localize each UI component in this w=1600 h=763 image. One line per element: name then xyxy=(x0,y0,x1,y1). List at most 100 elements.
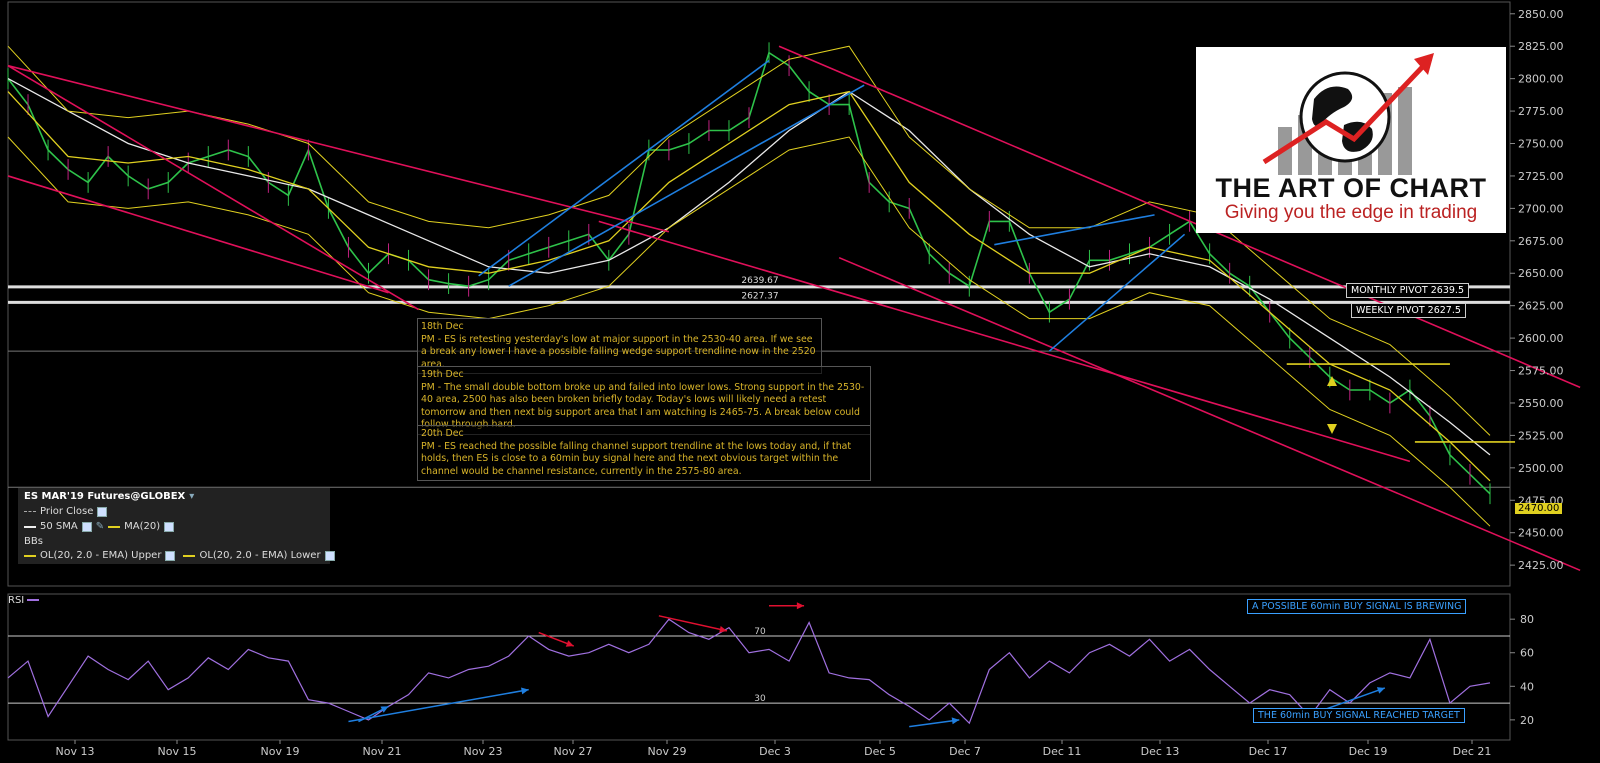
price-y-tick-label: 2825.00 xyxy=(1518,40,1564,53)
lower-band-label: OL(20, 2.0 - EMA) Lower xyxy=(199,550,321,561)
note-text: PM - The small double bottom broke up an… xyxy=(421,381,865,431)
series-line-sma50 xyxy=(7,78,1491,456)
note-text: PM - ES reached the possible falling cha… xyxy=(421,440,852,477)
price-y-tick-label: 2450.00 xyxy=(1518,527,1564,540)
upper-band-checkbox[interactable] xyxy=(165,550,176,561)
rsi-line xyxy=(7,618,1491,725)
price-panel-frame xyxy=(7,1,1511,587)
globe-growth-logo-icon xyxy=(1262,53,1434,175)
x-tick-label: Dec 5 xyxy=(864,745,896,758)
rsi-level-label: 30 xyxy=(754,694,766,704)
sma-checkbox[interactable] xyxy=(81,521,92,532)
legend-sma: 50 SMA ✎ MA(20) xyxy=(24,521,175,532)
price-y-tick-label: 2675.00 xyxy=(1518,235,1564,248)
price-y-tick-label: 2850.00 xyxy=(1518,8,1564,21)
rsi-signal-arrowhead xyxy=(380,706,389,713)
trendline xyxy=(7,64,419,311)
upper-band-line xyxy=(7,45,1491,436)
price-y-tick-label: 2425.00 xyxy=(1518,559,1564,572)
note-text: PM - ES is retesting yesterday's low at … xyxy=(421,333,816,370)
sma-label: 50 SMA xyxy=(40,521,78,532)
ma-checkbox[interactable] xyxy=(164,521,175,532)
rsi-label-top: A POSSIBLE 60min BUY SIGNAL IS BREWING xyxy=(1247,599,1467,614)
x-tick-label: Dec 3 xyxy=(759,745,791,758)
lower-band-checkbox[interactable] xyxy=(324,550,335,561)
rsi-y-tick-label: 20 xyxy=(1520,714,1534,727)
legend-prior-close: Prior Close xyxy=(24,506,108,517)
note-20-dec: 20th Dec PM - ES reached the possible fa… xyxy=(417,425,871,482)
price-y-tick-label: 2500.00 xyxy=(1518,462,1564,475)
price-y-tick-label: 2725.00 xyxy=(1518,170,1564,183)
rsi-signal-arrowhead xyxy=(796,602,805,610)
rsi-y-tick-label: 60 xyxy=(1520,647,1534,660)
rsi-label-bottom: THE 60min BUY SIGNAL REACHED TARGET xyxy=(1253,708,1465,723)
legend-bands: OL(20, 2.0 - EMA) Upper OL(20, 2.0 - EMA… xyxy=(24,550,335,561)
rsi-signal-arrowhead xyxy=(565,640,574,647)
trendline xyxy=(1048,233,1186,352)
chart-legend: ES MAR'19 Futures@GLOBEX ▾ Prior Close 5… xyxy=(18,488,335,564)
x-tick-label: Dec 7 xyxy=(949,745,981,758)
prior-close-label: Prior Close xyxy=(40,506,94,517)
price-y-tick-label: 2575.00 xyxy=(1518,365,1564,378)
rsi-signal-arrowhead xyxy=(951,717,960,725)
price-y-tick-label: 2600.00 xyxy=(1518,332,1564,345)
price-y-tick-label: 2700.00 xyxy=(1518,202,1564,215)
level-value-label: 2627.37 xyxy=(741,291,778,301)
rsi-title: RSI xyxy=(8,595,25,606)
x-tick-label: Dec 17 xyxy=(1249,745,1288,758)
lower-band-line xyxy=(7,136,1491,527)
trendline xyxy=(7,64,670,233)
trendline xyxy=(778,45,1581,389)
rsi-swatch-icon xyxy=(27,599,40,601)
note-date: 19th Dec xyxy=(421,369,464,380)
legend-symbol: ES MAR'19 Futures@GLOBEX ▾ xyxy=(24,491,194,502)
rsi-y-tick-label: 40 xyxy=(1520,680,1534,693)
trendline xyxy=(994,214,1155,246)
trendline xyxy=(508,84,865,287)
ma-label: MA(20) xyxy=(124,521,161,532)
note-date: 18th Dec xyxy=(421,321,464,332)
x-tick-label: Nov 23 xyxy=(464,745,503,758)
rsi-title-row: RSI xyxy=(8,595,40,606)
current-price-label: 2470.00 xyxy=(1515,503,1563,514)
rsi-signal-line xyxy=(909,719,960,728)
x-tick-label: Nov 15 xyxy=(158,745,197,758)
trendline xyxy=(478,59,770,277)
price-y-tick-label: 2775.00 xyxy=(1518,105,1564,118)
bbs-label: BBs xyxy=(24,536,43,547)
monthly-pivot-tag: MONTHLY PIVOT 2639.5 xyxy=(1346,283,1469,298)
price-y-tick-label: 2525.00 xyxy=(1518,429,1564,442)
note-19-dec: 19th Dec PM - The small double bottom br… xyxy=(417,366,871,435)
x-tick-label: Dec 13 xyxy=(1141,745,1180,758)
prior-close-checkbox[interactable] xyxy=(97,506,108,517)
price-y-tick-label: 2625.00 xyxy=(1518,300,1564,313)
rsi-y-tick-label: 80 xyxy=(1520,613,1534,626)
x-tick-label: Dec 21 xyxy=(1453,745,1492,758)
x-tick-label: Nov 27 xyxy=(554,745,593,758)
x-tick-label: Nov 19 xyxy=(261,745,300,758)
trendline xyxy=(7,175,389,294)
rsi-signal-arrowhead xyxy=(719,625,727,633)
trendline xyxy=(838,256,1581,572)
rsi-panel-frame xyxy=(7,593,1511,741)
symbol-label: ES MAR'19 Futures@GLOBEX xyxy=(24,491,186,502)
price-y-tick-label: 2650.00 xyxy=(1518,267,1564,280)
x-tick-label: Nov 13 xyxy=(56,745,95,758)
legend-bbs: BBs xyxy=(24,536,43,547)
sma-edit-icon[interactable]: ✎ xyxy=(95,521,105,532)
logo: THE ART OF CHART Giving you the edge in … xyxy=(1196,47,1506,233)
x-tick-label: Nov 21 xyxy=(363,745,402,758)
upper-band-label: OL(20, 2.0 - EMA) Upper xyxy=(40,550,162,561)
rsi-signal-line xyxy=(658,615,728,632)
logo-title: THE ART OF CHART xyxy=(1215,173,1487,203)
series-line-ma20 xyxy=(7,90,1491,482)
rsi-signal-arrowhead xyxy=(1376,687,1385,694)
price-y-tick-label: 2550.00 xyxy=(1518,397,1564,410)
settings-icon[interactable]: ▾ xyxy=(189,491,195,502)
down-arrow-icon xyxy=(1327,424,1337,434)
x-tick-label: Dec 11 xyxy=(1043,745,1082,758)
note-date: 20th Dec xyxy=(421,428,464,439)
rsi-signal-arrowhead xyxy=(521,687,529,695)
x-tick-label: Nov 29 xyxy=(648,745,687,758)
